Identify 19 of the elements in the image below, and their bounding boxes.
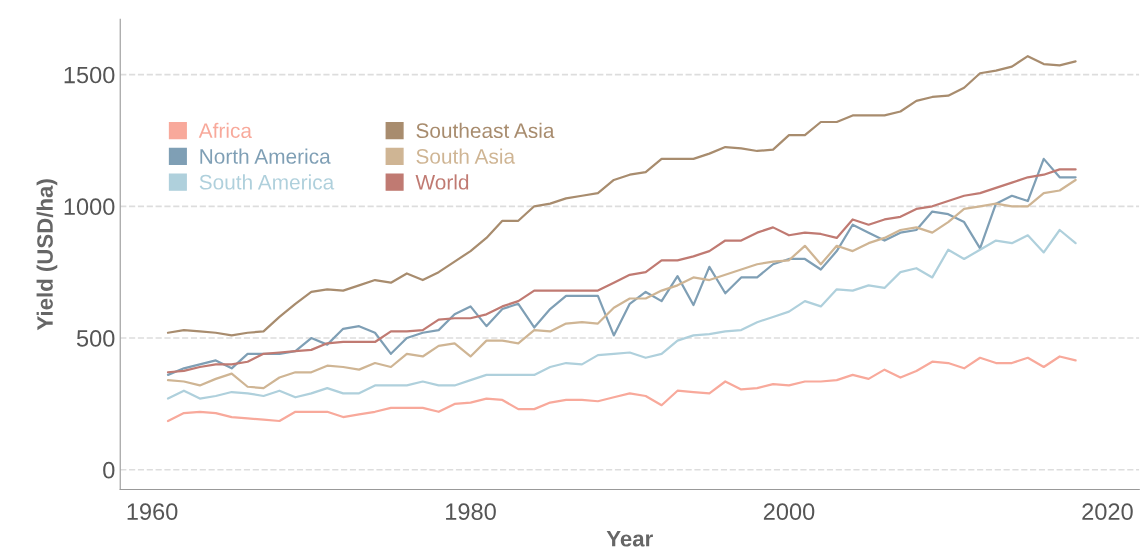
legend-label: South America [199, 174, 335, 190]
legend-label: Africa [198, 122, 252, 139]
y-tick-label: 1000 [64, 198, 115, 216]
legend-label: World [415, 174, 469, 190]
y-axis-title: Yield (USD/ha) [36, 179, 58, 331]
line-series [166, 55, 1077, 337]
y-tick-label: 1500 [64, 66, 115, 84]
y-tick-label: 0 [103, 461, 115, 479]
line-series [166, 355, 1077, 423]
legend-label: Southeast Asia [416, 122, 555, 139]
legend-label: South Asia [416, 148, 516, 164]
y-tick-label: 500 [76, 330, 115, 347]
line-series [166, 228, 1077, 400]
x-tick-label: 1980 [446, 503, 496, 521]
legend-label: North America [200, 148, 331, 164]
x-axis-title: Year [606, 531, 653, 547]
x-tick-label: 2020 [1082, 503, 1133, 521]
x-tick-label: 2000 [763, 503, 815, 521]
x-tick-label: 1960 [127, 503, 178, 521]
